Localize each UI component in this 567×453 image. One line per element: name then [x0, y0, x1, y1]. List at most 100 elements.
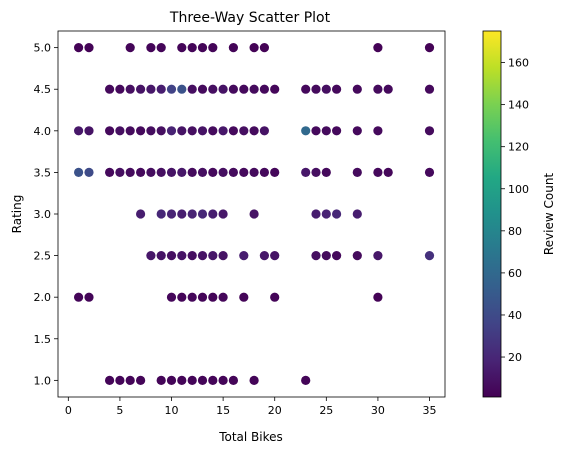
data-point	[115, 126, 125, 136]
colorbar-tick-label: 20	[508, 351, 522, 364]
data-point	[105, 84, 115, 94]
data-point	[208, 126, 218, 136]
data-point	[311, 126, 321, 136]
data-point	[166, 126, 177, 136]
data-point	[187, 43, 197, 53]
data-point	[197, 167, 208, 177]
data-point	[311, 209, 321, 219]
data-point	[136, 84, 146, 94]
data-point	[228, 126, 238, 136]
data-point	[383, 167, 393, 177]
data-point	[166, 84, 177, 94]
data-point	[125, 84, 135, 94]
y-tick-label: 3.0	[34, 208, 52, 221]
data-point	[208, 84, 218, 94]
data-point	[156, 84, 166, 94]
data-point	[332, 126, 342, 136]
x-tick-label: 25	[319, 404, 333, 417]
data-point	[270, 167, 280, 177]
data-point	[156, 43, 166, 53]
x-tick-label: 30	[371, 404, 385, 417]
data-point	[424, 167, 435, 177]
data-point	[424, 43, 435, 53]
data-point	[208, 251, 218, 261]
data-point	[156, 209, 166, 219]
data-point	[218, 84, 228, 94]
data-point	[270, 84, 280, 94]
data-point	[187, 251, 197, 261]
data-point	[84, 43, 94, 53]
data-point	[270, 292, 280, 302]
data-point	[166, 292, 177, 302]
x-tick-label: 10	[165, 404, 179, 417]
data-point	[239, 126, 249, 136]
data-point	[136, 209, 146, 219]
data-point	[115, 84, 125, 94]
data-point	[352, 209, 362, 219]
data-point	[352, 126, 362, 136]
data-point	[146, 167, 156, 177]
colorbar	[482, 30, 502, 398]
data-point	[197, 43, 208, 53]
colorbar-tick-label: 100	[508, 183, 529, 196]
data-point	[115, 167, 125, 177]
data-point	[105, 375, 115, 385]
colorbar-tick-label: 120	[508, 141, 529, 154]
data-point	[249, 375, 259, 385]
data-point	[208, 209, 218, 219]
data-point	[424, 126, 435, 136]
data-point	[187, 126, 197, 136]
data-point	[259, 251, 269, 261]
data-point	[146, 126, 156, 136]
data-point	[156, 167, 166, 177]
data-point	[228, 375, 238, 385]
y-axis-label: Rating	[10, 195, 24, 234]
y-tick-label: 2.5	[34, 250, 52, 263]
data-point	[239, 167, 249, 177]
data-point	[187, 167, 197, 177]
data-point	[352, 251, 362, 261]
data-point	[373, 167, 383, 177]
data-point	[424, 84, 435, 94]
colorbar-label: Review Count	[542, 173, 556, 256]
data-point	[74, 43, 84, 53]
data-point	[373, 292, 383, 302]
data-point	[373, 84, 383, 94]
data-point	[301, 126, 311, 136]
data-point	[84, 126, 94, 136]
data-point	[197, 209, 208, 219]
colorbar-tick-label: 140	[508, 99, 529, 112]
data-point	[239, 292, 249, 302]
data-point	[321, 251, 331, 261]
data-point	[228, 84, 238, 94]
data-point	[177, 84, 187, 94]
data-point	[311, 251, 321, 261]
x-axis-ticks: 0 5 10 15 20 25 30 35	[65, 397, 437, 417]
data-point	[249, 126, 259, 136]
data-point	[197, 126, 208, 136]
data-point	[373, 126, 383, 136]
data-point	[424, 251, 435, 261]
y-tick-label: 4.0	[34, 125, 52, 138]
data-point	[208, 292, 218, 302]
data-point	[218, 251, 228, 261]
data-point	[321, 167, 331, 177]
data-point	[228, 167, 238, 177]
data-point	[84, 292, 94, 302]
data-point	[125, 375, 135, 385]
y-tick-label: 4.5	[34, 83, 52, 96]
x-tick-label: 20	[268, 404, 282, 417]
data-point	[301, 375, 311, 385]
colorbar-ticks: 20 40 60 80 100 120 140 160	[501, 57, 529, 364]
data-point	[259, 43, 269, 53]
data-point	[218, 126, 228, 136]
y-tick-label: 2.0	[34, 291, 52, 304]
data-point	[321, 126, 331, 136]
data-point	[136, 126, 146, 136]
x-tick-label: 0	[65, 404, 72, 417]
data-point	[259, 84, 269, 94]
data-point	[352, 84, 362, 94]
data-point	[146, 43, 156, 53]
data-point	[197, 84, 208, 94]
